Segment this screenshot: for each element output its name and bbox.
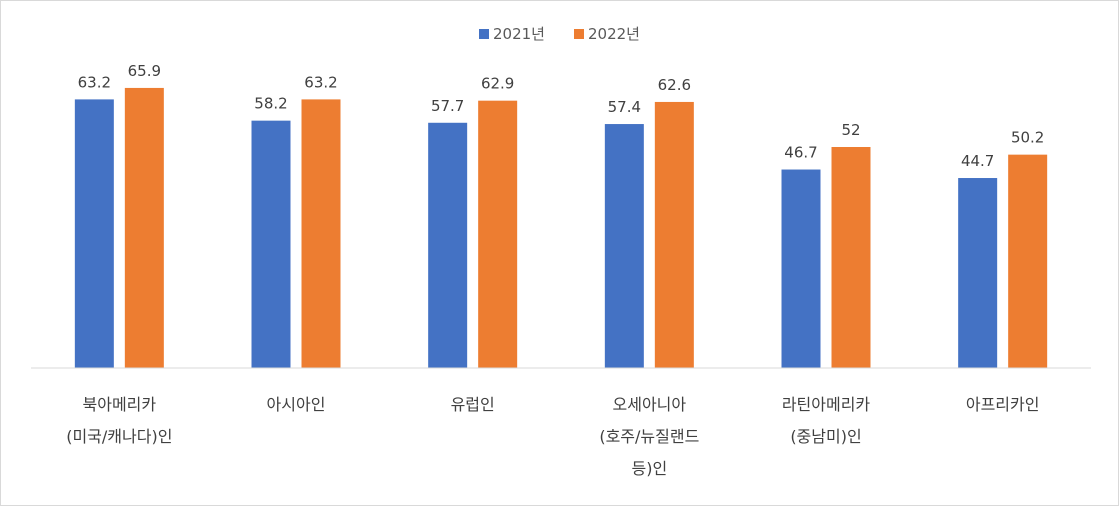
data-label-2021-0: 63.2: [78, 73, 111, 91]
data-label-2022-1: 63.2: [304, 73, 337, 91]
category-label: 북아메리카: [83, 395, 157, 414]
legend-swatch-2022: [574, 29, 584, 39]
data-label-2022-4: 52: [841, 121, 860, 139]
data-label-2022-5: 50.2: [1011, 129, 1044, 147]
bar-2022-2: [478, 100, 518, 369]
category-label: (호주/뉴질랜드: [599, 427, 699, 446]
data-labels-group: 63.2 65.9 58.2 63.2 57.7 62.9 57.4 62.6 46.7 52 44…: [78, 62, 1045, 170]
category-label: 등)인: [631, 459, 667, 478]
bar-2022-5: [1008, 154, 1048, 368]
legend: 2021년 2022년: [479, 25, 640, 43]
bars-group: [74, 87, 1048, 369]
category-label: (중남미)인: [790, 427, 861, 446]
data-label-2021-4: 46.7: [784, 144, 817, 162]
bar-2021-1: [251, 120, 291, 369]
data-label-2021-3: 57.4: [608, 98, 641, 116]
bar-2021-2: [428, 122, 468, 369]
legend-swatch-2021: [479, 29, 489, 39]
data-label-2021-2: 57.7: [431, 97, 464, 115]
category-label: 아시아인: [267, 395, 326, 414]
data-label-2022-0: 65.9: [128, 62, 161, 80]
bar-2021-4: [781, 169, 821, 368]
category-label: 오세아니아: [613, 395, 687, 414]
bar-2021-0: [74, 99, 114, 369]
bar-2022-3: [654, 101, 694, 368]
category-label: (미국/캐나다)인: [66, 427, 172, 446]
data-label-2021-1: 58.2: [254, 95, 287, 113]
category-label: 아프리카인: [966, 395, 1040, 414]
data-label-2021-5: 44.7: [961, 152, 994, 170]
bar-2022-4: [831, 147, 871, 368]
category-label: 유럽인: [451, 395, 495, 414]
category-label: 라틴아메리카: [782, 395, 871, 414]
bar-2022-0: [124, 87, 164, 369]
legend-label-2022: 2022년: [588, 25, 640, 43]
data-label-2022-2: 62.9: [481, 75, 514, 93]
bar-2021-5: [958, 178, 998, 368]
bar-2021-3: [604, 124, 644, 368]
legend-label-2021: 2021년: [493, 25, 545, 43]
data-label-2022-3: 62.6: [658, 76, 691, 94]
bar-2022-1: [301, 99, 341, 369]
